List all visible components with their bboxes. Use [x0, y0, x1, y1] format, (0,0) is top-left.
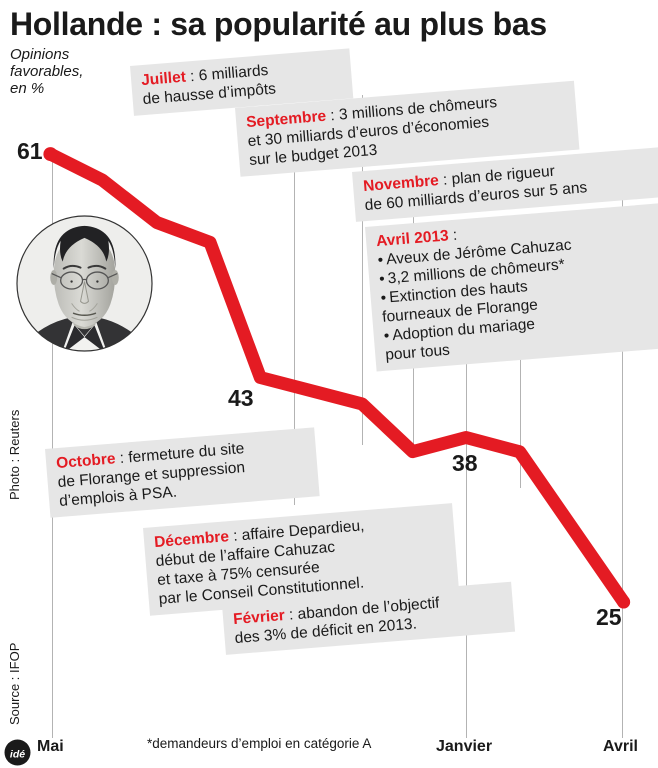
svg-text:idé: idé	[10, 748, 25, 760]
